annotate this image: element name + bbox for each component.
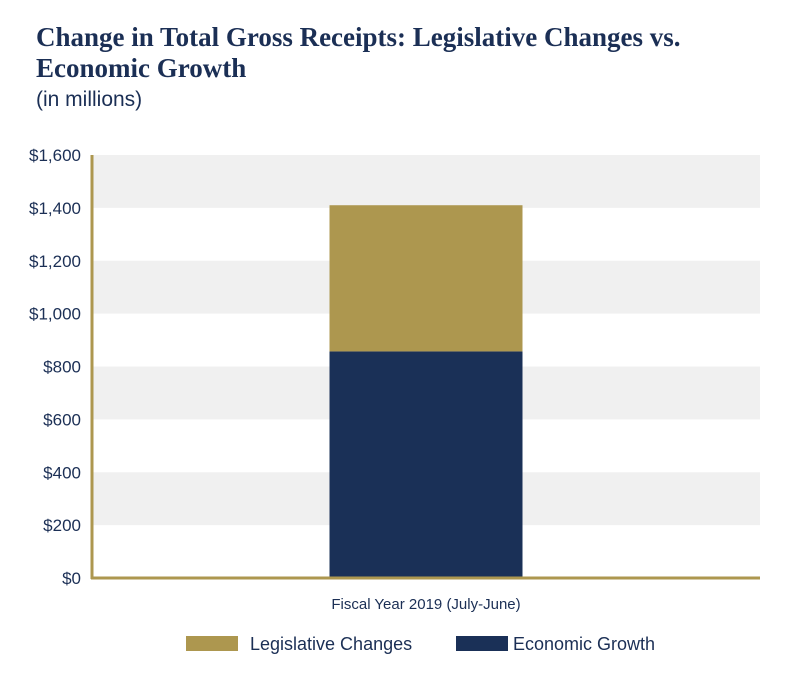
y-axis-ticks: $0 $200 $400 $600 $800 $1,000 $1,200 $1,400 $1,6… xyxy=(29,146,81,588)
legend-item: Legislative Changes xyxy=(186,634,412,654)
chart-title: Change in Total Gross Receipts: Legislat… xyxy=(36,22,681,83)
y-tick-label: $800 xyxy=(43,358,81,377)
y-tick-label: $1,400 xyxy=(29,199,81,218)
bar-segment-legislative-changes xyxy=(329,205,523,352)
legend-swatch xyxy=(186,636,238,651)
y-tick-label: $400 xyxy=(43,463,81,482)
y-tick-label: $0 xyxy=(62,569,81,588)
y-tick-label: $1,600 xyxy=(29,146,81,165)
legend-swatch xyxy=(456,636,508,651)
y-tick-label: $200 xyxy=(43,516,81,535)
chart-subtitle: (in millions) xyxy=(36,88,143,111)
grid-band xyxy=(92,155,760,208)
legend-label: Legislative Changes xyxy=(250,634,412,654)
bar-segment-economic-growth xyxy=(329,351,523,578)
bars xyxy=(329,205,523,578)
y-tick-label: $1,000 xyxy=(29,305,81,324)
x-axis-ticks: Fiscal Year 2019 (July-June) xyxy=(331,596,520,613)
legend-item: Economic Growth xyxy=(456,634,655,654)
y-tick-label: $1,200 xyxy=(29,252,81,271)
legend: Legislative Changes Economic Growth xyxy=(186,634,655,654)
x-tick-label: Fiscal Year 2019 (July-June) xyxy=(331,596,520,613)
legend-label: Economic Growth xyxy=(513,634,655,654)
y-tick-label: $600 xyxy=(43,410,81,429)
